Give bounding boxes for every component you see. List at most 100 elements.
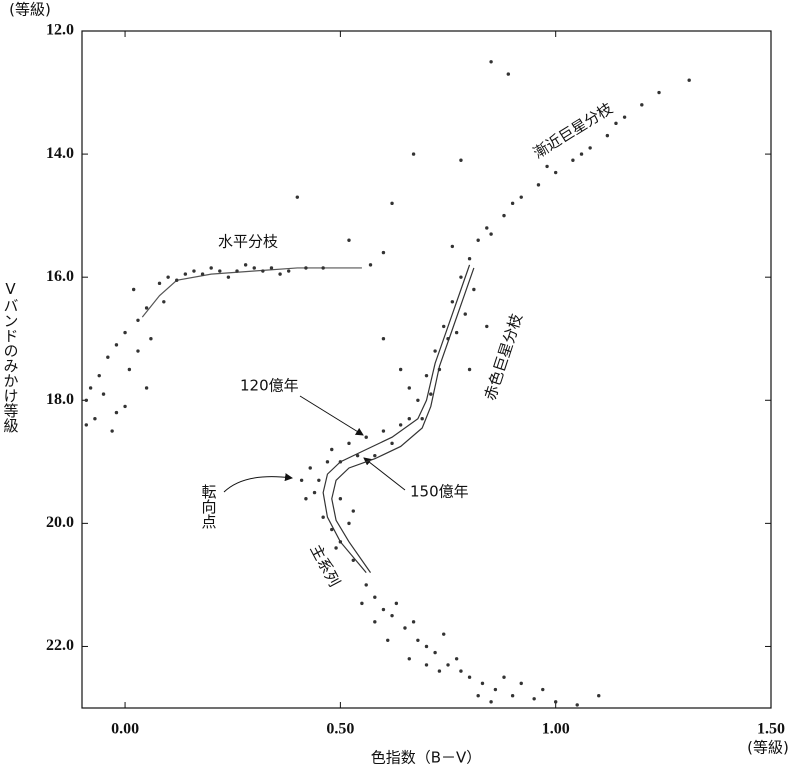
star-point [93,417,97,421]
star-point [269,266,274,270]
star-point [373,595,377,599]
star-point [364,583,368,587]
star-point [308,466,312,470]
annotation: 転向点 [200,484,218,529]
star-point [459,158,463,162]
star-point [489,700,493,704]
star-point [373,620,377,624]
star-point [446,337,450,341]
star-point [437,669,442,673]
y-axis-label: Vバンドのみかけ等級 [2,280,20,433]
star-point [123,404,127,409]
star-point [416,638,420,642]
star-point [192,269,196,273]
x-axis-label: 色指数（B－V） [371,749,482,767]
star-point [472,287,476,292]
star-point [200,272,205,276]
star-point [506,72,511,76]
star-point [394,601,399,606]
star-point [355,453,360,458]
star-point [364,435,368,439]
star-point [579,152,584,156]
star-point [424,373,429,378]
star-point [450,300,455,304]
star-point [489,232,493,236]
star-point [304,497,308,501]
star-point [144,306,149,310]
star-point [657,90,661,95]
star-point [97,373,101,378]
star-point [553,170,558,175]
star-point [476,238,480,242]
star-point [157,281,162,286]
star-point [442,632,446,636]
x-tick-label: 0.50 [326,721,354,738]
star-point [398,423,403,427]
star-point [243,263,248,267]
star-point [338,497,343,501]
star-point [252,266,256,270]
star-point [480,681,485,686]
star-point [416,398,420,402]
arrow [299,395,364,436]
isochrone-curve [322,264,471,573]
star-point [287,269,291,273]
star-point [420,417,424,421]
star-point [368,263,373,267]
star-point [411,152,416,156]
star-point [433,650,437,655]
star-point [605,133,610,138]
star-point [467,257,472,261]
x-unit: (等級) [747,739,789,757]
star-point [553,700,558,704]
star-point [381,250,386,255]
star-point [347,441,351,446]
star-point [88,386,93,390]
star-point [442,324,446,329]
star-point [338,540,343,544]
star-point [127,367,132,372]
star-point [433,349,437,353]
star-point [317,478,321,482]
star-point [226,275,231,279]
annotation: 120億年 [240,377,299,395]
star-point [463,312,467,316]
star-point [381,607,386,612]
star-point [467,367,472,372]
annotation: 漸近巨星分枝 [530,99,616,162]
star-point [162,300,166,304]
star-point [261,269,265,273]
star-point [183,272,188,276]
star-point [467,675,472,679]
star-point [640,103,644,107]
star-point [106,355,110,359]
star-point [321,266,325,270]
y-tick-label: 22.0 [46,637,74,654]
star-point [325,460,330,464]
star-point [459,275,463,279]
star-point [407,386,411,390]
star-point [84,398,89,402]
isochrone-curve [141,267,362,318]
y-tick-label: 12.0 [46,22,74,39]
star-point [485,324,489,329]
star-point [351,558,355,562]
isochrone-curve [331,267,475,573]
star-point [519,195,523,199]
star-point [398,367,403,372]
star-point [101,392,106,396]
star-point [123,330,127,335]
star-point [476,693,480,698]
star-point [459,669,463,673]
star-point [218,269,222,273]
y-unit: (等級) [9,1,51,19]
star-point [446,663,450,667]
star-point [334,546,338,550]
star-point [304,266,308,270]
star-point [114,410,119,415]
star-point [532,697,536,701]
star-point [575,703,579,707]
star-point [429,392,433,396]
star-point [295,195,300,199]
